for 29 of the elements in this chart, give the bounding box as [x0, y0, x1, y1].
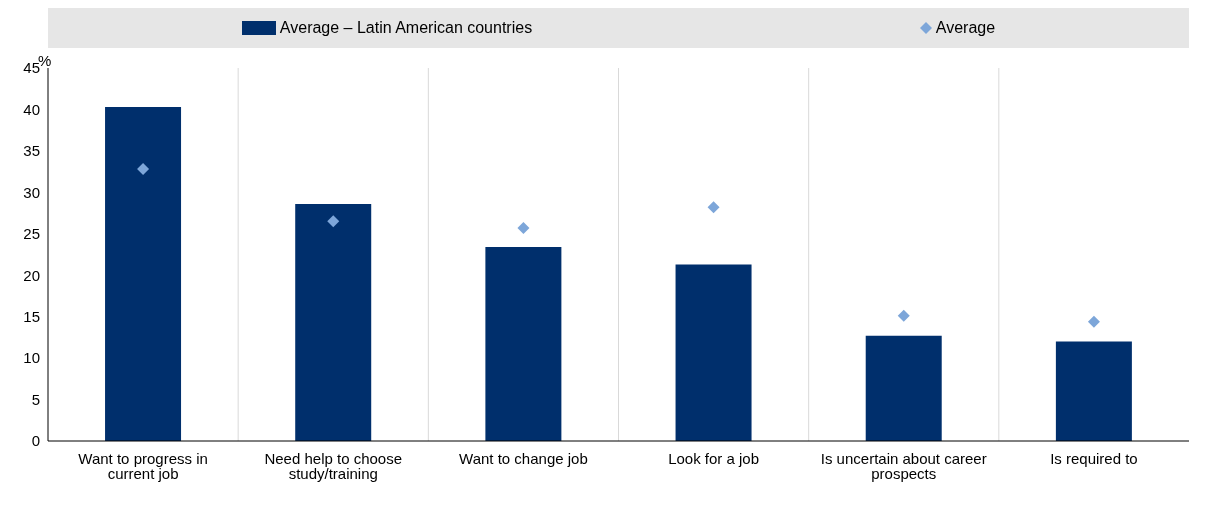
y-tick-label: 30: [23, 183, 40, 201]
point: [897, 309, 910, 322]
legend-label: Average – Latin American countries: [278, 19, 533, 37]
bar: [865, 335, 942, 441]
bar: [485, 247, 562, 441]
bar: [675, 264, 752, 441]
x-tick-label: Need help to choose study/training: [264, 449, 403, 482]
legend-label: Average: [934, 19, 996, 37]
y-tick-label: 25: [23, 225, 40, 243]
bar: [1055, 341, 1132, 441]
y-tick-label: 20: [23, 266, 40, 284]
y-tick-label: 15: [23, 307, 40, 325]
bar: [295, 203, 372, 441]
point: [517, 221, 530, 234]
y-tick-label: 35: [23, 142, 40, 160]
y-tick-label: 10: [23, 349, 40, 367]
y-tick-label: 0: [31, 432, 40, 450]
x-tick-label: Want to progress in current job: [78, 449, 208, 482]
y-tick-label: 5: [31, 390, 40, 408]
x-tick-label: Look for a job: [668, 449, 760, 467]
x-tick-label: Want to change job: [459, 449, 588, 467]
y-tick-label: 40: [23, 100, 40, 118]
bar: [105, 106, 182, 441]
x-tick-label: Is required to: [1050, 449, 1138, 467]
point: [1087, 315, 1100, 328]
x-tick-label: Is uncertain about career prospects: [820, 449, 987, 482]
point: [327, 215, 340, 228]
point: [137, 163, 150, 176]
point: [707, 201, 720, 214]
